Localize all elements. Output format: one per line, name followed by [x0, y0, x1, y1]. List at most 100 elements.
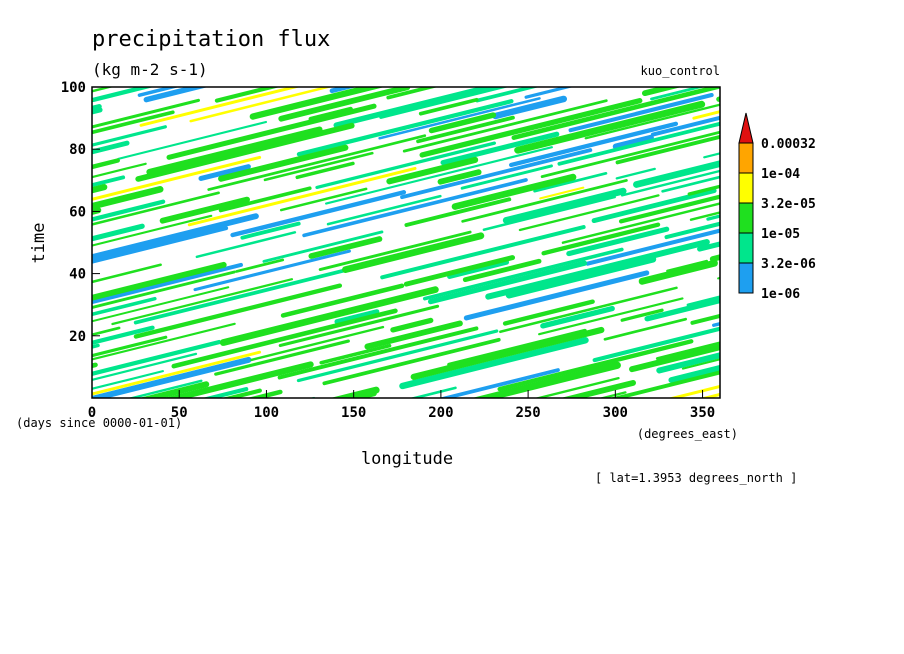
precip-band	[668, 364, 720, 383]
precip-band	[615, 134, 720, 165]
precip-band	[633, 160, 720, 188]
precip-band	[40, 587, 124, 608]
precip-band	[405, 42, 460, 56]
precip-band	[380, 225, 586, 280]
precip-band	[92, 98, 93, 102]
precip-band	[693, 37, 809, 66]
precip-band	[153, 503, 379, 559]
precip-band	[585, 228, 720, 266]
precip-band	[485, 26, 621, 60]
precip-band	[265, 472, 485, 527]
precip-band	[133, 268, 346, 325]
precip-band	[280, 283, 405, 318]
precip-band	[150, 549, 280, 581]
precip-band	[92, 87, 154, 103]
precip-band	[540, 305, 615, 329]
precip-band	[404, 197, 512, 227]
precip-band	[83, 445, 245, 485]
precip-band	[403, 0, 529, 21]
precip-band	[288, 504, 488, 554]
precip-band	[92, 335, 168, 358]
precip-band	[518, 194, 660, 232]
precip-band	[139, 87, 301, 127]
precip-band	[505, 255, 657, 299]
precip-band	[92, 261, 227, 301]
x-tick-label: 350	[690, 405, 715, 421]
precip-band	[193, 249, 351, 292]
precip-band	[664, 221, 720, 240]
precip-band	[437, 169, 482, 185]
precip-band	[418, 97, 479, 116]
precip-band	[421, 491, 576, 530]
precip-band	[622, 32, 758, 66]
precip-band	[92, 213, 259, 261]
precip-band	[730, 76, 904, 125]
precip-band	[185, 479, 248, 495]
precip-band	[106, 465, 329, 521]
precip-band	[762, 0, 902, 6]
chart-units: (kg m-2 s-1)	[92, 60, 208, 79]
chart-title: precipitation flux	[92, 27, 330, 52]
x-tick-label: 150	[341, 405, 366, 421]
precip-band	[438, 368, 560, 398]
precip-band	[502, 299, 595, 326]
precip-band	[539, 186, 585, 200]
precip-band	[699, 392, 720, 398]
precip-band	[342, 232, 485, 273]
precip-band	[499, 286, 678, 334]
precip-band	[410, 65, 462, 78]
colorbar-swatch	[738, 262, 754, 294]
precip-band	[262, 230, 384, 263]
precip-band	[345, 475, 445, 500]
precip-band	[277, 326, 479, 380]
precip-band	[40, 552, 80, 562]
precip-band	[130, 553, 341, 606]
precip-band	[92, 140, 130, 155]
precip-band	[379, 87, 510, 119]
precip-band	[250, 325, 385, 362]
precip-band	[485, 239, 710, 300]
precip-band	[230, 190, 407, 238]
precip-band	[644, 297, 720, 322]
precip-band	[386, 156, 479, 185]
precip-band	[770, 49, 825, 63]
precip-band	[308, 236, 383, 259]
precip-band	[218, 186, 312, 213]
precip-band	[409, 386, 457, 398]
precip-band	[219, 286, 439, 346]
precip-band	[308, 106, 353, 122]
precip-band	[214, 562, 251, 571]
precip-band	[509, 121, 679, 168]
precip-band	[235, 258, 285, 273]
precip-band	[618, 194, 720, 224]
y-axis-ticks: 20 40 60 80 100	[61, 80, 100, 345]
precip-band	[540, 130, 720, 179]
precip-band	[40, 180, 82, 190]
precip-band	[92, 184, 108, 194]
precip-band	[92, 352, 198, 382]
precip-band	[198, 164, 251, 181]
precip-band	[380, 493, 418, 503]
precip-band	[479, 456, 518, 466]
colorbar-level-label: 1e-05	[761, 227, 800, 242]
precip-band	[40, 520, 106, 536]
precip-band	[318, 230, 472, 272]
precip-band	[221, 388, 262, 398]
precip-band	[187, 437, 383, 486]
colorbar: 1e-06 3.2e-06 1e-05 3.2e-05 1e-04 0.00032	[738, 112, 816, 302]
precip-band	[40, 474, 184, 510]
precip-band	[278, 304, 440, 348]
colorbar-swatch	[738, 142, 754, 174]
precip-band	[40, 529, 132, 552]
precip-band	[135, 122, 355, 182]
precip-band	[138, 552, 250, 580]
precip-band	[92, 263, 162, 284]
precip-band	[92, 162, 147, 179]
precip-band	[428, 112, 497, 134]
precip-band	[40, 569, 260, 624]
precip-band	[383, 25, 468, 46]
precip-band	[669, 0, 861, 14]
precip-band	[315, 141, 497, 190]
precip-band	[364, 320, 463, 350]
